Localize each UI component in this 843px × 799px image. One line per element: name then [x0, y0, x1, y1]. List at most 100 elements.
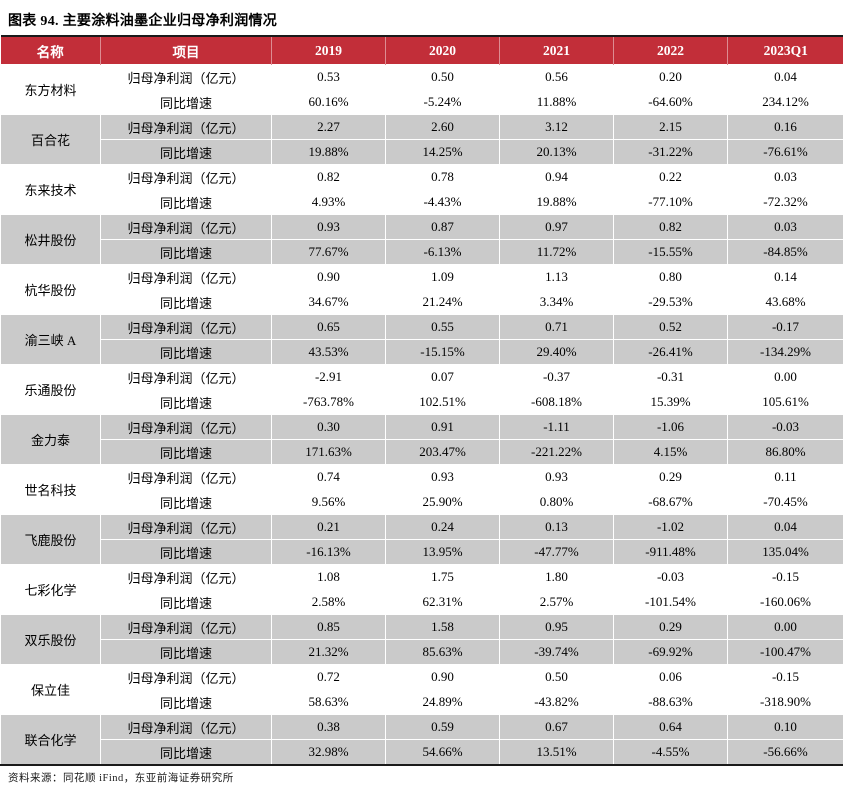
value-cell: 0.74	[271, 464, 386, 490]
table-row: 同比增速 21.32% 85.63% -39.74% -69.92% -100.47%	[1, 639, 843, 665]
value-cell: -15.15%	[385, 339, 500, 365]
value-cell: 0.06	[613, 664, 728, 690]
value-cell: 0.56	[499, 64, 614, 90]
value-cell: 0.24	[385, 514, 500, 540]
metric-label-cell: 同比增速	[100, 589, 272, 615]
value-cell: 0.03	[727, 164, 843, 190]
value-cell: 4.15%	[613, 439, 728, 465]
metric-label-cell: 归母净利润（亿元）	[100, 264, 272, 290]
value-cell: 34.67%	[271, 289, 386, 315]
value-cell: 0.90	[385, 664, 500, 690]
table-row: 同比增速 60.16% -5.24% 11.88% -64.60% 234.12%	[1, 89, 843, 115]
value-cell: 0.20	[613, 64, 728, 90]
metric-label-cell: 归母净利润（亿元）	[100, 314, 272, 340]
value-cell: -5.24%	[385, 89, 500, 115]
value-cell: 2.27	[271, 114, 386, 140]
value-cell: 0.13	[499, 514, 614, 540]
column-header-6: 2022	[613, 36, 728, 65]
company-name-cell: 飞鹿股份	[0, 514, 101, 565]
value-cell: 0.00	[727, 364, 843, 390]
metric-label-cell: 同比增速	[100, 389, 272, 415]
value-cell: 2.60	[385, 114, 500, 140]
company-name-cell: 乐通股份	[0, 364, 101, 415]
column-header-4: 2020	[385, 36, 500, 65]
table-body: 东方材料 归母净利润（亿元） 0.53 0.50 0.56 0.20 0.04 同比增速 60.…	[0, 64, 843, 766]
company-name-cell: 金力泰	[0, 414, 101, 465]
value-cell: 0.59	[385, 714, 500, 740]
value-cell: 14.25%	[385, 139, 500, 165]
company-name-cell: 联合化学	[0, 714, 101, 766]
value-cell: -1.06	[613, 414, 728, 440]
value-cell: 32.98%	[271, 739, 386, 766]
metric-label-cell: 同比增速	[100, 739, 272, 766]
table-header: 名称 项目 2019 2020 2021 2022 2023Q1	[0, 36, 843, 65]
column-header-2: 项目	[100, 36, 272, 65]
value-cell: 4.93%	[271, 189, 386, 215]
value-cell: 0.78	[385, 164, 500, 190]
value-cell: 9.56%	[271, 489, 386, 515]
value-cell: 0.80	[613, 264, 728, 290]
value-cell: 0.29	[613, 614, 728, 640]
value-cell: 0.65	[271, 314, 386, 340]
metric-label-cell: 同比增速	[100, 689, 272, 715]
value-cell: 21.32%	[271, 639, 386, 665]
value-cell: 13.51%	[499, 739, 614, 766]
value-cell: 0.93	[271, 214, 386, 240]
value-cell: -0.03	[613, 564, 728, 590]
source-note: 资料来源：同花顺 iFind，东亚前海证券研究所	[8, 773, 234, 784]
table-row: 金力泰 归母净利润（亿元） 0.30 0.91 -1.11 -1.06 -0.03	[0, 414, 843, 465]
value-cell: 0.53	[271, 64, 386, 90]
table-row: 世名科技 归母净利润（亿元） 0.74 0.93 0.93 0.29 0.11	[0, 464, 843, 515]
table-row: 同比增速 32.98% 54.66% 13.51% -4.55% -56.66%	[1, 739, 843, 766]
metric-label-cell: 归母净利润（亿元）	[100, 664, 272, 690]
value-cell: -608.18%	[499, 389, 614, 415]
value-cell: -64.60%	[613, 89, 728, 115]
value-cell: 86.80%	[727, 439, 843, 465]
table-row: 飞鹿股份 归母净利润（亿元） 0.21 0.24 0.13 -1.02 0.04	[0, 514, 843, 565]
metric-label-cell: 同比增速	[100, 639, 272, 665]
table-row: 同比增速 2.58% 62.31% 2.57% -101.54% -160.06%	[1, 589, 843, 615]
value-cell: -70.45%	[727, 489, 843, 515]
metric-label-cell: 同比增速	[100, 189, 272, 215]
value-cell: -0.17	[727, 314, 843, 340]
value-cell: -43.82%	[499, 689, 614, 715]
company-name-cell: 百合花	[0, 114, 101, 165]
value-cell: 0.64	[613, 714, 728, 740]
value-cell: 2.15	[613, 114, 728, 140]
value-cell: -160.06%	[727, 589, 843, 615]
value-cell: 0.90	[271, 264, 386, 290]
value-cell: 0.50	[499, 664, 614, 690]
value-cell: 60.16%	[271, 89, 386, 115]
table-row: 乐通股份 归母净利润（亿元） -2.91 0.07 -0.37 -0.31 0.00	[0, 364, 843, 415]
company-name-cell: 保立佳	[0, 664, 101, 715]
table-row: 杭华股份 归母净利润（亿元） 0.90 1.09 1.13 0.80 0.14	[0, 264, 843, 315]
metric-label-cell: 同比增速	[100, 339, 272, 365]
table-row: 东方材料 归母净利润（亿元） 0.53 0.50 0.56 0.20 0.04	[0, 64, 843, 115]
value-cell: 1.08	[271, 564, 386, 590]
value-cell: 0.16	[727, 114, 843, 140]
metric-label-cell: 归母净利润（亿元）	[100, 414, 272, 440]
value-cell: 11.88%	[499, 89, 614, 115]
value-cell: 77.67%	[271, 239, 386, 265]
value-cell: -134.29%	[727, 339, 843, 365]
value-cell: -221.22%	[499, 439, 614, 465]
value-cell: 0.22	[613, 164, 728, 190]
profit-table: 名称 项目 2019 2020 2021 2022 2023Q1 东方材料 归母净利润（亿元）…	[0, 35, 843, 766]
value-cell: 0.10	[727, 714, 843, 740]
value-cell: 0.14	[727, 264, 843, 290]
value-cell: -16.13%	[271, 539, 386, 565]
value-cell: 234.12%	[727, 89, 843, 115]
company-name-cell: 世名科技	[0, 464, 101, 515]
value-cell: -1.02	[613, 514, 728, 540]
value-cell: 0.80%	[499, 489, 614, 515]
value-cell: 58.63%	[271, 689, 386, 715]
value-cell: -47.77%	[499, 539, 614, 565]
metric-label-cell: 归母净利润（亿元）	[100, 614, 272, 640]
value-cell: -0.15	[727, 664, 843, 690]
table-row: 保立佳 归母净利润（亿元） 0.72 0.90 0.50 0.06 -0.15	[0, 664, 843, 715]
value-cell: 0.71	[499, 314, 614, 340]
value-cell: 0.04	[727, 514, 843, 540]
figure-title: 图表 94. 主要涂料油墨企业归母净利润情况	[8, 14, 278, 29]
value-cell: 0.03	[727, 214, 843, 240]
